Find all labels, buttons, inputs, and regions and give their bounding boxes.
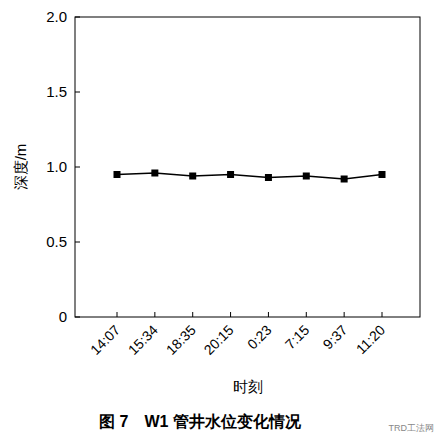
point-marker <box>189 173 196 180</box>
x-tick <box>382 312 383 317</box>
y-tick-label: 2.0 <box>46 8 67 25</box>
point-marker <box>379 171 386 178</box>
point-marker <box>151 170 158 177</box>
x-tick-label: 0:23 <box>244 322 275 353</box>
point-marker <box>303 173 310 180</box>
x-tick <box>268 312 269 317</box>
y-tick <box>75 17 80 18</box>
y-tick <box>75 242 80 243</box>
x-tick <box>344 312 345 317</box>
point-marker <box>114 171 121 178</box>
x-tick <box>154 312 155 317</box>
x-tick-label: 9:37 <box>320 322 351 353</box>
x-axis-label: 时刻 <box>233 378 263 395</box>
x-tick <box>230 312 231 317</box>
watermark: TRD工法网 <box>389 423 435 433</box>
point-marker <box>227 171 234 178</box>
chart-caption: 图 7 W1 管井水位变化情况 <box>99 413 302 430</box>
plot-frame <box>75 17 420 317</box>
x-tick <box>117 312 118 317</box>
y-tick <box>75 317 80 318</box>
y-tick-label: 1.5 <box>46 83 67 100</box>
x-tick <box>192 312 193 317</box>
x-tick <box>306 312 307 317</box>
x-tick-label: 14:07 <box>87 322 123 358</box>
point-marker <box>341 176 348 183</box>
y-tick-label: 1.0 <box>46 158 67 175</box>
y-tick <box>75 167 80 168</box>
x-tick-label: 7:15 <box>282 322 313 353</box>
y-tick <box>75 92 80 93</box>
chart-svg: 0 0.5 1.0 1.5 2.0 14:0715:3418:3520:150:237:1… <box>0 0 439 443</box>
chart-root: 0 0.5 1.0 1.5 2.0 14:0715:3418:3520:150:237:1… <box>0 0 439 443</box>
point-marker <box>265 174 272 181</box>
x-tick-label: 11:20 <box>353 322 389 358</box>
x-tick-label: 15:34 <box>125 322 161 358</box>
x-tick-label: 18:35 <box>163 322 199 358</box>
y-tick-label: 0.5 <box>46 233 67 250</box>
y-tick-label: 0 <box>59 308 67 325</box>
series-group <box>114 170 386 183</box>
y-axis-label: 深度/m <box>12 144 29 191</box>
x-tick-label: 20:15 <box>201 322 237 358</box>
